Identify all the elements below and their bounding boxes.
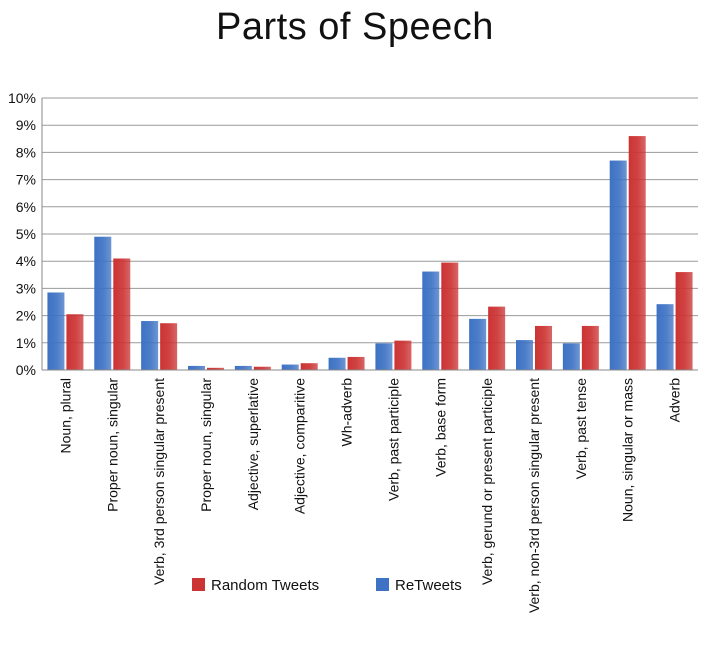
bar-random-tweets bbox=[347, 356, 365, 370]
bar-retweets bbox=[656, 304, 674, 370]
y-tick-label: 7% bbox=[16, 172, 36, 188]
y-tick-label: 0% bbox=[16, 362, 36, 378]
bar-random-tweets bbox=[253, 366, 271, 370]
category-label: Verb, gerund or present participle bbox=[479, 378, 495, 585]
bar-retweets bbox=[141, 321, 159, 370]
bar-random-tweets bbox=[394, 340, 412, 370]
category-label: Proper noun, singular bbox=[104, 378, 120, 512]
bar-random-tweets bbox=[628, 136, 646, 370]
bar-retweets bbox=[234, 365, 252, 370]
category-label: Noun, singular or mass bbox=[620, 378, 636, 522]
chart-title: Parts of Speech bbox=[216, 6, 494, 48]
category-label: Wh-adverb bbox=[339, 378, 355, 447]
bar-random-tweets bbox=[535, 325, 552, 370]
bar-retweets bbox=[375, 343, 393, 370]
bar-random-tweets bbox=[581, 325, 599, 370]
bar-random-tweets bbox=[488, 306, 506, 370]
y-tick-label: 2% bbox=[16, 308, 36, 324]
bar-retweets bbox=[609, 160, 627, 370]
legend: Random Tweets ReTweets bbox=[192, 577, 462, 594]
bar-retweets bbox=[281, 364, 299, 370]
bar-retweets bbox=[328, 357, 346, 370]
legend-label: Random Tweets bbox=[211, 577, 319, 594]
legend-swatch bbox=[192, 578, 205, 591]
bar-random-tweets bbox=[300, 363, 318, 370]
bar-random-tweets bbox=[675, 272, 693, 370]
bar-retweets bbox=[469, 318, 487, 370]
legend-swatch bbox=[376, 578, 389, 591]
y-tick-label: 1% bbox=[16, 335, 36, 351]
category-label: Verb, past tense bbox=[573, 378, 589, 479]
bar-random-tweets bbox=[113, 258, 131, 370]
category-label: Adverb bbox=[667, 378, 683, 423]
bar-retweets bbox=[94, 236, 112, 370]
category-labels: Noun, plural Proper noun, singular Verb, 3… bbox=[57, 378, 682, 613]
y-tick-labels: 0% 1% 2% 3% 4% 5% 6% 7% 8% 9% 10% bbox=[8, 90, 36, 378]
y-tick-label: 5% bbox=[16, 226, 36, 242]
y-tick-label: 4% bbox=[16, 253, 36, 269]
bar-retweets bbox=[47, 292, 65, 370]
bar-retweets bbox=[562, 343, 580, 370]
bar-random-tweets bbox=[160, 323, 178, 370]
y-tick-label: 3% bbox=[16, 280, 36, 296]
y-tick-label: 9% bbox=[16, 117, 36, 133]
grid-lines bbox=[42, 97, 698, 344]
y-tick-label: 10% bbox=[8, 90, 36, 106]
category-label: Noun, plural bbox=[57, 378, 73, 454]
category-label: Proper noun, singular bbox=[198, 378, 214, 512]
category-label: Verb, non-3rd person singular present bbox=[526, 378, 542, 613]
y-tick-label: 8% bbox=[16, 144, 36, 160]
bar-random-tweets bbox=[66, 314, 84, 370]
category-label: Adjective, superlative bbox=[245, 378, 261, 511]
bar-random-tweets bbox=[207, 367, 224, 370]
bars bbox=[47, 136, 693, 370]
bar-retweets bbox=[422, 271, 440, 370]
bar-random-tweets bbox=[441, 262, 459, 370]
legend-label: ReTweets bbox=[395, 577, 462, 594]
category-label: Verb, past participle bbox=[385, 378, 401, 501]
bar-retweets bbox=[516, 340, 533, 370]
category-label: Verb, 3rd person singular present bbox=[151, 378, 167, 585]
bar-retweets bbox=[188, 365, 205, 370]
axes bbox=[41, 98, 698, 371]
category-label: Verb, base form bbox=[432, 378, 448, 477]
y-tick-label: 6% bbox=[16, 199, 36, 215]
category-label: Adjective, comparitive bbox=[292, 378, 308, 514]
